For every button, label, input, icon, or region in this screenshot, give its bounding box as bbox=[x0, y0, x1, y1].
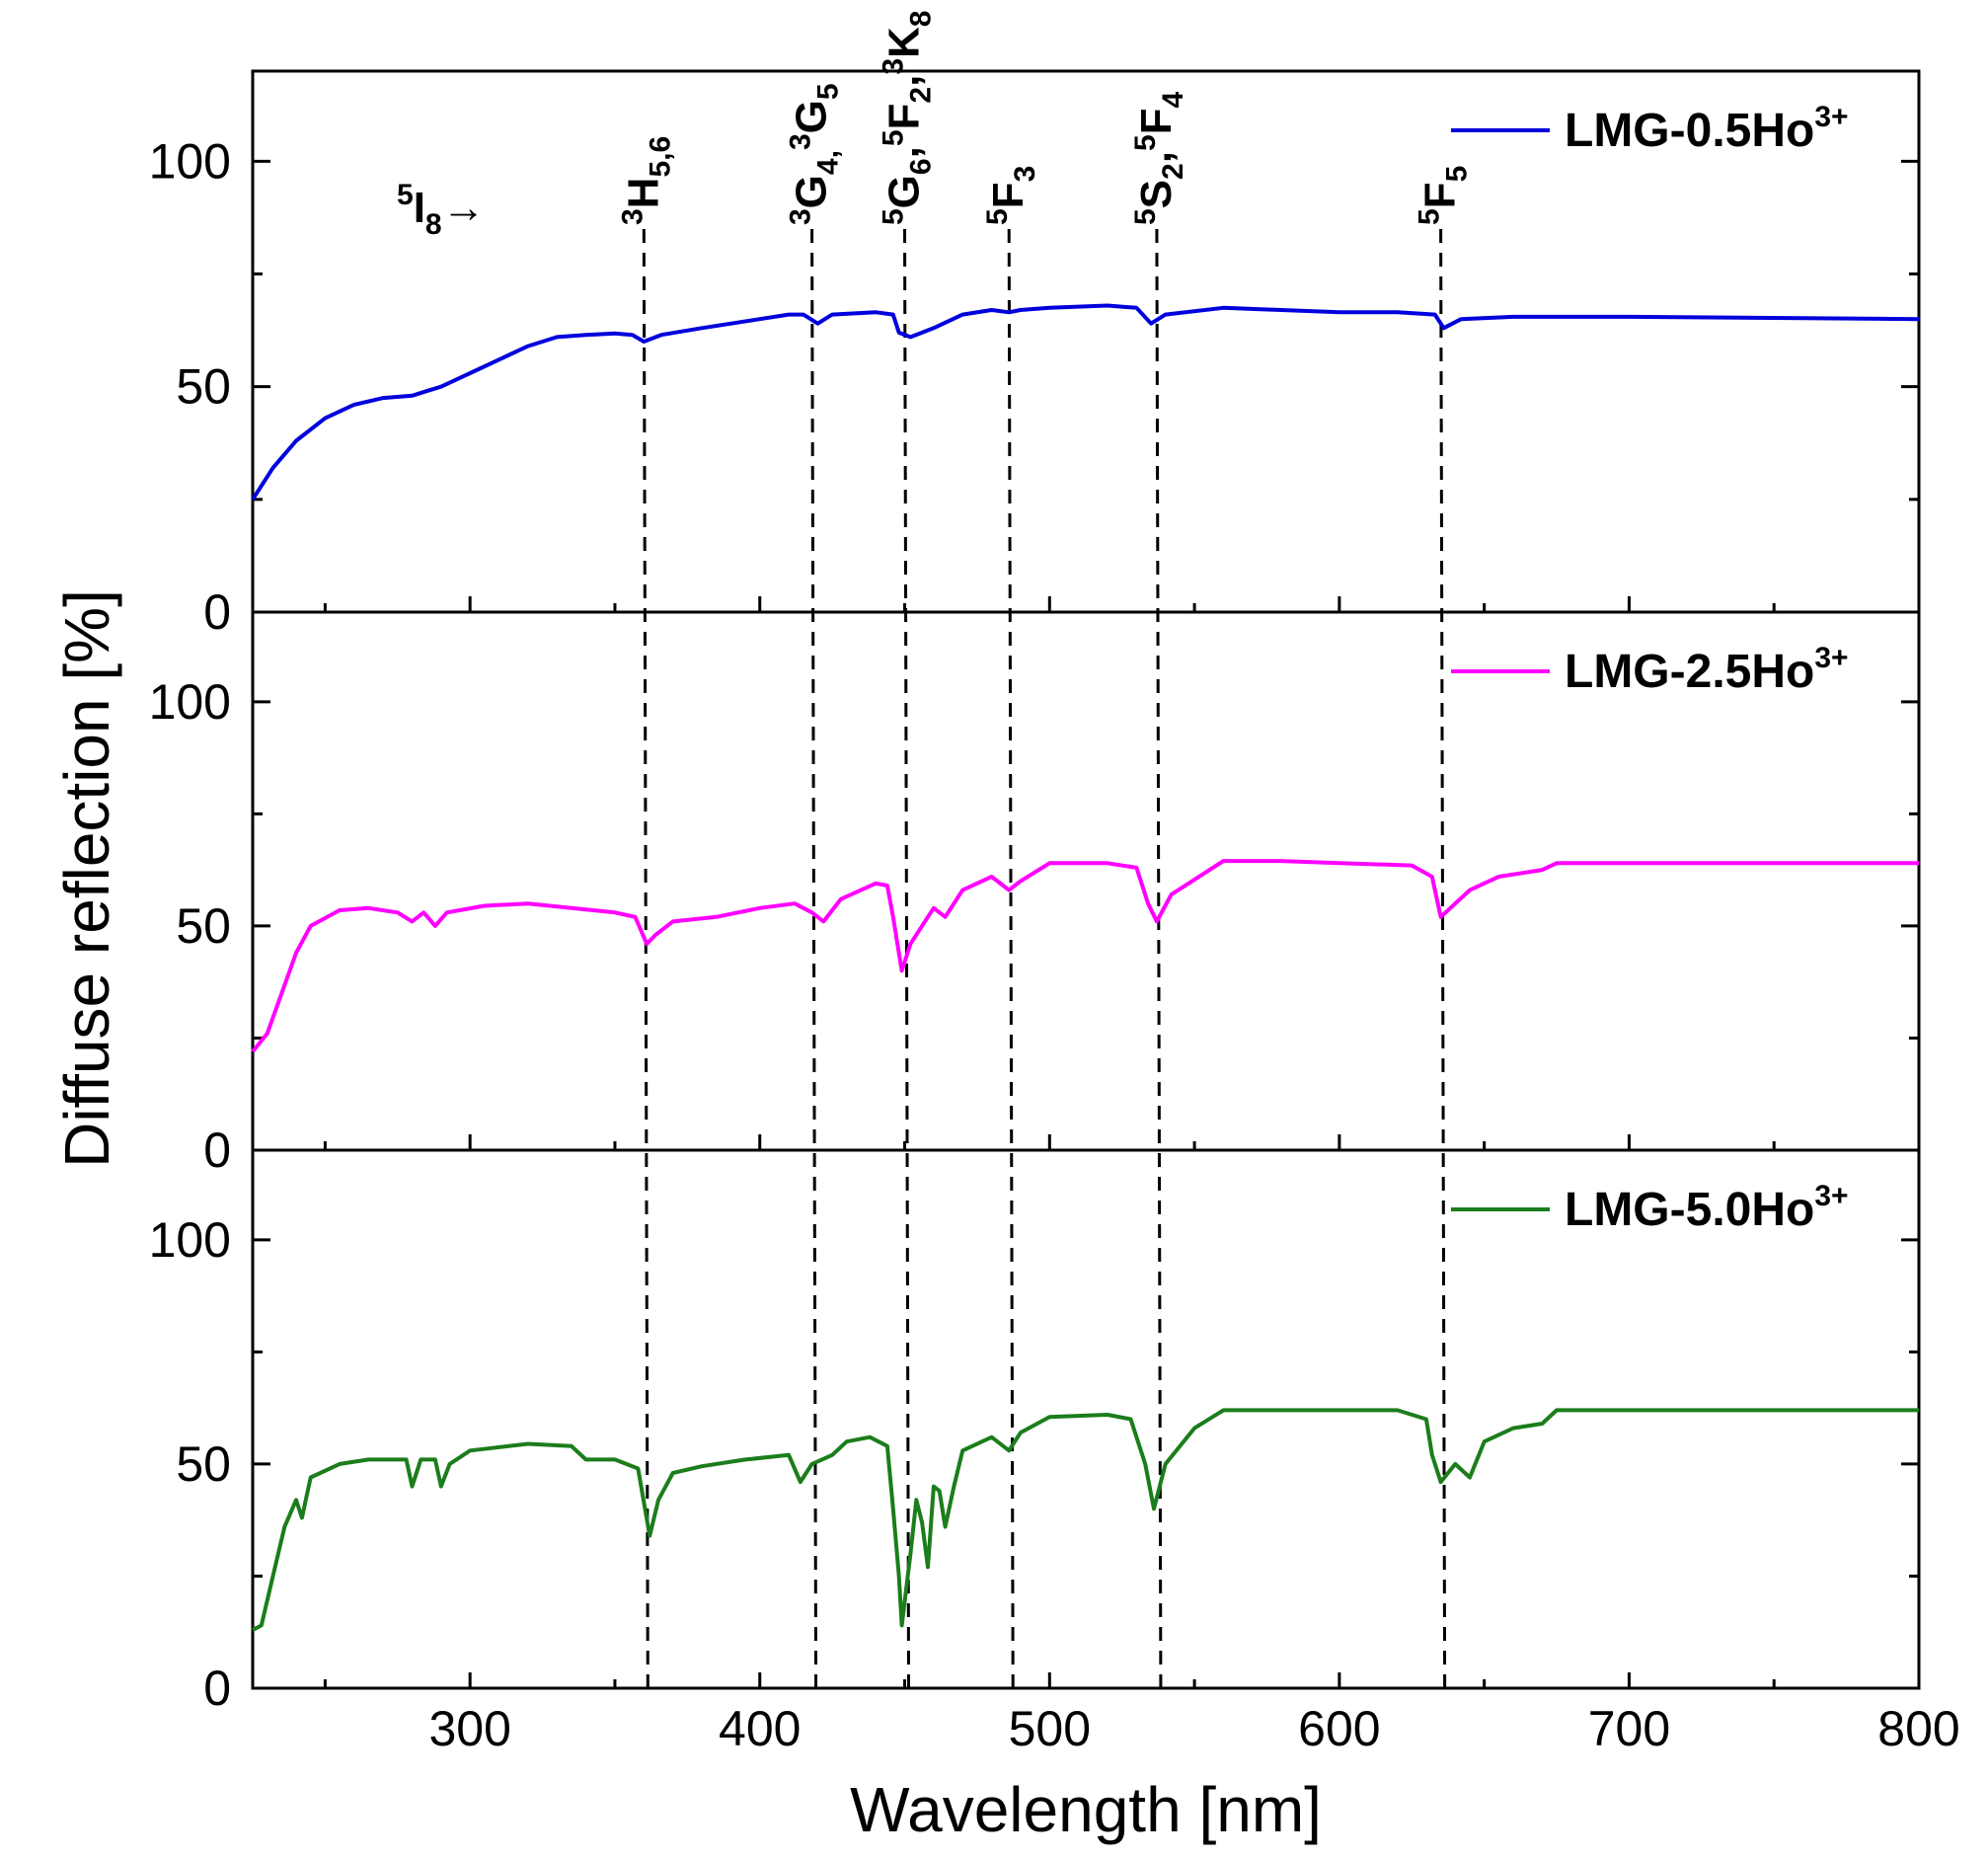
legend-label-3: LMG-5.0Ho3+ bbox=[1565, 1180, 1849, 1236]
transition-label-4: 5F3 bbox=[981, 166, 1041, 225]
x-tick-label-800: 800 bbox=[1877, 1701, 1959, 1756]
y-tick-label-1-50: 50 bbox=[176, 359, 231, 415]
panel-frame-3 bbox=[251, 1148, 1921, 1690]
series-line-3 bbox=[252, 1408, 1919, 1632]
x-axis-title: Wavelength [nm] bbox=[850, 1774, 1322, 1845]
transition-line-4 bbox=[1007, 228, 1015, 1689]
y-tick-label-2-50: 50 bbox=[176, 898, 231, 954]
x-tick-label-400: 400 bbox=[719, 1701, 801, 1756]
x-tick-label-300: 300 bbox=[428, 1701, 510, 1756]
y-tick-label-2-100: 100 bbox=[149, 674, 231, 730]
y-tick-label-3-100: 100 bbox=[149, 1212, 231, 1268]
y-axis-title: Diffuse reflection [%] bbox=[51, 589, 122, 1168]
y-tick-label-2-0: 0 bbox=[203, 1123, 231, 1178]
x-tick-label-600: 600 bbox=[1298, 1701, 1380, 1756]
transition-line-1 bbox=[642, 228, 650, 1689]
legend-label-1: LMG-0.5Ho3+ bbox=[1565, 101, 1849, 157]
transition-line-5 bbox=[1155, 228, 1163, 1689]
transition-line-2 bbox=[810, 228, 818, 1689]
x-tick-label-500: 500 bbox=[1009, 1701, 1091, 1756]
transition-line-3 bbox=[903, 228, 911, 1689]
transition-line-6 bbox=[1439, 228, 1447, 1689]
ground-state-label: 5I8→ bbox=[397, 179, 486, 241]
y-tick-label-1-0: 0 bbox=[203, 584, 231, 640]
series-line-2 bbox=[251, 859, 1919, 1053]
series-line-1 bbox=[251, 303, 1920, 501]
x-tick-label-700: 700 bbox=[1588, 1701, 1670, 1756]
y-tick-label-3-50: 50 bbox=[176, 1436, 231, 1492]
y-tick-label-1-100: 100 bbox=[149, 133, 231, 189]
transition-label-2: 3G4,3G5 bbox=[785, 83, 845, 225]
transition-label-3: 5G6,5F2,3K8 bbox=[878, 11, 938, 226]
transition-label-5: 5S2,5F4 bbox=[1129, 91, 1189, 225]
transition-label-1: 3H5,6 bbox=[616, 136, 676, 225]
legend-label-2: LMG-2.5Ho3+ bbox=[1565, 642, 1849, 698]
transition-label-6: 5F5 bbox=[1414, 166, 1474, 225]
y-tick-label-3-0: 0 bbox=[203, 1661, 231, 1716]
